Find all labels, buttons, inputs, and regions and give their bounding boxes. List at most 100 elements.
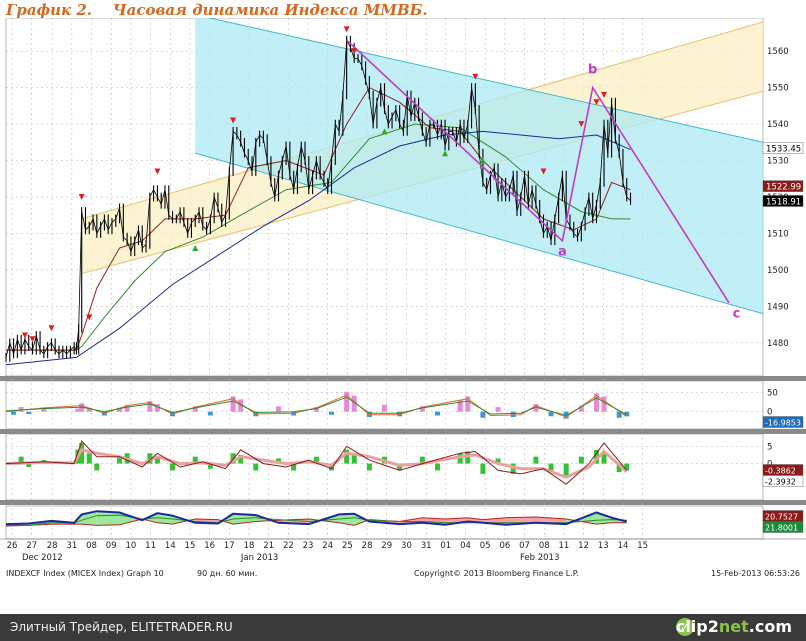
histogram-bar [397, 463, 403, 471]
sell-marker [86, 314, 93, 321]
histogram-bar [366, 463, 372, 471]
indicator-tag [762, 475, 804, 487]
channel-down-upper [207, 18, 764, 143]
histogram-bar [563, 463, 569, 476]
panel-separator [0, 429, 806, 434]
price-line [5, 38, 631, 358]
histogram-bar [624, 411, 630, 417]
histogram-bar [75, 408, 81, 412]
histogram-bar [593, 393, 599, 412]
histogram-bar [382, 404, 387, 412]
x-tick-label: 11 [558, 541, 569, 551]
histogram-bar [86, 453, 92, 464]
histogram-bar [548, 411, 554, 417]
x-tick-label: 18 [244, 541, 255, 551]
channel-down-lower [195, 152, 764, 315]
histogram-bar [457, 400, 463, 412]
buy-marker [442, 150, 449, 157]
y-tick-label: 1560 [767, 47, 789, 57]
histogram-bar [94, 463, 100, 471]
price-tag [762, 195, 804, 207]
histogram-bar [616, 463, 622, 473]
histogram-bar [465, 396, 471, 412]
y-tick-label: 1490 [767, 302, 789, 312]
histogram-bar [344, 391, 350, 412]
x-tick-label: 07 [519, 541, 530, 551]
osc1-line-b [5, 396, 627, 417]
info-period: 90 дн. 60 мин. [197, 569, 257, 578]
x-tick-label: 17 [224, 541, 235, 551]
sell-marker [351, 48, 358, 55]
x-tick-label: 08 [86, 541, 97, 551]
x-tick-label: 25 [342, 541, 353, 551]
y-tick-label: 1480 [767, 339, 789, 349]
sell-marker [230, 117, 237, 124]
histogram-bar [154, 404, 160, 412]
histogram-bar [253, 463, 259, 471]
x-tick-label: 28 [47, 541, 58, 551]
y-tick-label: 1540 [767, 120, 789, 130]
sell-marker [343, 26, 350, 33]
histogram-bar [154, 456, 160, 464]
histogram-bar [351, 453, 357, 464]
x-tick-label: 21 [263, 541, 274, 551]
dmi-fill [233, 513, 256, 525]
buy-marker [479, 157, 486, 164]
buy-marker [381, 128, 388, 135]
histogram-bar [601, 396, 607, 412]
histogram-bar [344, 449, 350, 464]
histogram-bar [329, 411, 335, 415]
price-tag [762, 180, 804, 192]
histogram-bar [79, 442, 85, 464]
histogram-bar [313, 407, 319, 412]
panel1-panel: 50 0-16.9853 [5, 389, 804, 428]
histogram-bar [434, 411, 440, 416]
x-tick-label: 15 [637, 541, 648, 551]
histogram-bar [86, 407, 92, 412]
histogram-bar [495, 407, 501, 412]
histogram-bar [434, 463, 440, 471]
y-tick-label: 1500 [767, 266, 789, 276]
x-tick-label: 10 [125, 541, 136, 551]
histogram-bar [329, 463, 335, 471]
histogram-bar [578, 456, 584, 464]
histogram-bar [147, 453, 153, 464]
histogram-bar [601, 453, 607, 464]
histogram-bar [457, 453, 463, 464]
histogram-bar [510, 463, 516, 474]
sell-marker [540, 168, 547, 175]
chart-title: График 2. Часовая динамика Индекса ММВБ. [6, 1, 428, 19]
histogram-bar [238, 399, 244, 412]
footer-bar: Элитный Трейдер, ELITETRADER.RU ✓ clip2n… [0, 614, 806, 641]
x-tick-label: 24 [322, 541, 333, 551]
histogram-bar [495, 458, 501, 464]
histogram-bar [207, 463, 213, 469]
histogram-bar [533, 404, 539, 412]
osc2-line-a [5, 440, 628, 485]
histogram-bar [26, 411, 32, 414]
dmi-fill [596, 512, 612, 525]
histogram-bar [207, 411, 213, 416]
histogram-bar [351, 395, 357, 412]
histogram-bar [26, 463, 32, 467]
histogram-bar [419, 406, 425, 412]
histogram-bar [548, 463, 554, 471]
y-tick-label: 5 [767, 442, 772, 452]
sell-marker [601, 91, 608, 98]
indicator-tag [762, 416, 804, 428]
indicator-tag-label: 21.8001 [765, 524, 798, 533]
histogram-bar [533, 456, 539, 464]
histogram-bar [480, 411, 486, 418]
indicator-tag [762, 521, 804, 533]
sell-marker [21, 332, 28, 339]
wave-line [346, 39, 730, 304]
histogram-bar [124, 404, 130, 412]
y-tick-label: 50 [767, 389, 778, 399]
x-tick-label: 31 [421, 541, 432, 551]
dmi-plus-line [5, 510, 627, 526]
price-tag-label: 1518.91 [766, 197, 801, 207]
ma-long-line [5, 130, 631, 366]
histogram-bar [313, 456, 319, 464]
sell-marker [78, 194, 85, 200]
x-tick-label: 15 [185, 541, 196, 551]
